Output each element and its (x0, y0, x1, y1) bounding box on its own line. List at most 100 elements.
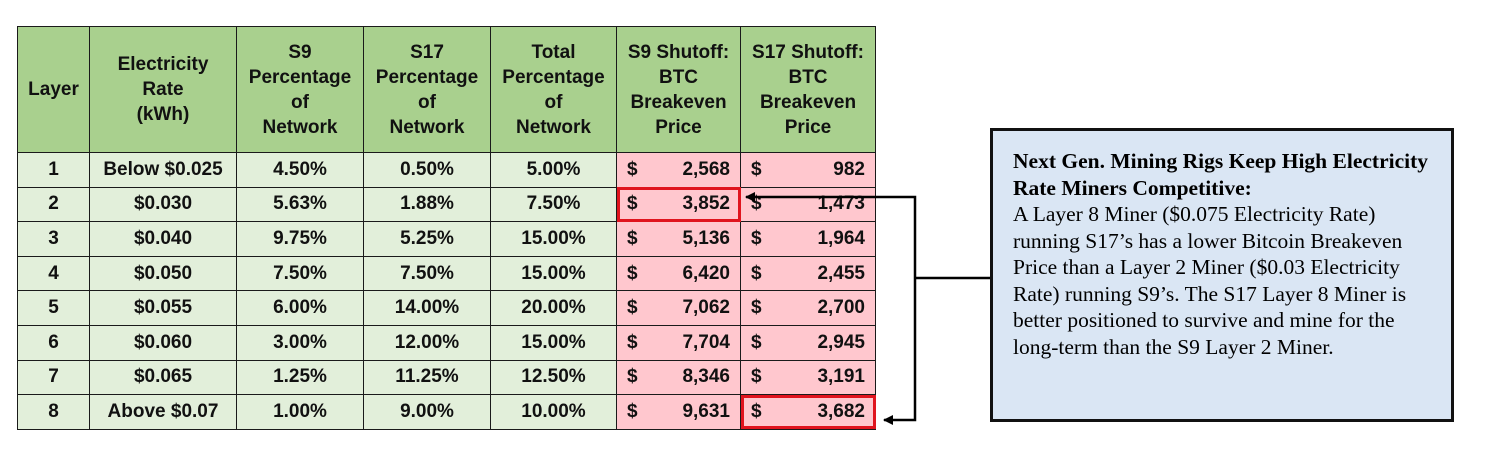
cell-s17-breakeven-price: $3,191 (740, 359, 876, 396)
currency-symbol: $ (627, 297, 638, 319)
table-row: 1 Below $0.025 4.50% 0.50% 5.00% $2,568 $982 (17, 152, 876, 188)
cell-electricity-rate: Below $0.025 (89, 152, 237, 188)
cell-s9-percentage: 7.50% (236, 255, 364, 292)
cell-s17-percentage: 12.00% (363, 324, 491, 361)
cell-total-percentage: 12.50% (490, 359, 617, 396)
currency-symbol: $ (751, 400, 762, 422)
annotation-title: Next Gen. Mining Rigs Keep High Electric… (1013, 149, 1429, 200)
cell-layer: 8 (17, 394, 90, 430)
price-value: 7,062 (682, 297, 730, 319)
cell-layer: 2 (17, 186, 90, 223)
price-value: 2,455 (817, 262, 865, 284)
cell-total-percentage: 15.00% (490, 221, 617, 257)
currency-symbol: $ (627, 227, 638, 249)
cell-s17-breakeven-price: $982 (740, 152, 876, 188)
currency-symbol: $ (751, 297, 762, 319)
arrow-to-layer8-s17 (883, 278, 917, 425)
cell-electricity-rate: $0.055 (89, 290, 237, 326)
cell-s17-breakeven-price: $1,473 (740, 186, 876, 223)
header-row: Layer Electricity Rate (kWh) S9 Percentage o… (17, 26, 876, 153)
table-row: 6 $0.060 3.00% 12.00% 15.00% $7,704 $2,945 (17, 324, 876, 361)
price-value: 1,473 (817, 193, 865, 215)
cell-s17-percentage: 9.00% (363, 394, 491, 430)
cell-total-percentage: 5.00% (490, 152, 617, 188)
header-total-percentage: Total Percentage of Network (490, 26, 617, 153)
price-value: 7,704 (682, 331, 730, 353)
currency-symbol: $ (751, 227, 762, 249)
header-layer: Layer (17, 26, 90, 153)
cell-s17-percentage: 1.88% (363, 186, 491, 223)
header-s17-shutoff: S17 Shutoff: BTC Breakeven Price (740, 26, 876, 153)
cell-s9-percentage: 4.50% (236, 152, 364, 188)
cell-s17-percentage: 5.25% (363, 221, 491, 257)
currency-symbol: $ (627, 366, 638, 388)
currency-symbol: $ (751, 193, 762, 215)
cell-s9-percentage: 1.00% (236, 394, 364, 430)
price-value: 3,682 (817, 400, 865, 422)
table-row: 2 $0.030 5.63% 1.88% 7.50% $3,852 $1,473 (17, 186, 876, 223)
currency-symbol: $ (627, 331, 638, 353)
cell-s9-breakeven-price: $5,136 (616, 221, 741, 257)
cell-s9-breakeven-price: $7,704 (616, 324, 741, 361)
currency-symbol: $ (627, 193, 638, 215)
cell-s17-percentage: 0.50% (363, 152, 491, 188)
arrow-to-layer2-s9 (745, 192, 917, 278)
cell-layer: 3 (17, 221, 90, 257)
annotation-body: A Layer 8 Miner ($0.075 Electricity Rate… (1013, 202, 1407, 359)
currency-symbol: $ (751, 366, 762, 388)
cell-s17-breakeven-price: $2,700 (740, 290, 876, 326)
price-value: 9,631 (682, 400, 730, 422)
highlighted-cell-s17-breakeven-price: $3,682 (740, 394, 876, 430)
cell-layer: 4 (17, 255, 90, 292)
cell-s9-percentage: 1.25% (236, 359, 364, 396)
annotation-box: Next Gen. Mining Rigs Keep High Electric… (990, 128, 1454, 422)
cell-total-percentage: 15.00% (490, 255, 617, 292)
currency-symbol: $ (627, 262, 638, 284)
cell-s9-percentage: 3.00% (236, 324, 364, 361)
cell-s9-breakeven-price: $9,631 (616, 394, 741, 430)
currency-symbol: $ (627, 400, 638, 422)
cell-s9-percentage: 9.75% (236, 221, 364, 257)
price-value: 8,346 (682, 366, 730, 388)
cell-electricity-rate: $0.060 (89, 324, 237, 361)
cell-electricity-rate: $0.065 (89, 359, 237, 396)
cell-electricity-rate: $0.040 (89, 221, 237, 257)
cell-electricity-rate: Above $0.07 (89, 394, 237, 430)
cell-layer: 6 (17, 324, 90, 361)
price-value: 3,852 (682, 193, 730, 215)
cell-s17-breakeven-price: $2,455 (740, 255, 876, 292)
currency-symbol: $ (751, 331, 762, 353)
cell-s17-percentage: 14.00% (363, 290, 491, 326)
table-row: 4 $0.050 7.50% 7.50% 15.00% $6,420 $2,455 (17, 255, 876, 292)
cell-s17-percentage: 11.25% (363, 359, 491, 396)
currency-symbol: $ (751, 262, 762, 284)
cell-s9-breakeven-price: $7,062 (616, 290, 741, 326)
price-value: 6,420 (682, 262, 730, 284)
cell-s9-breakeven-price: $8,346 (616, 359, 741, 396)
header-s9-percentage: S9 Percentage of Network (236, 26, 364, 153)
cell-layer: 5 (17, 290, 90, 326)
table-row: 5 $0.055 6.00% 14.00% 20.00% $7,062 $2,700 (17, 290, 876, 326)
table-row: 7 $0.065 1.25% 11.25% 12.50% $8,346 $3,191 (17, 359, 876, 396)
cell-total-percentage: 10.00% (490, 394, 617, 430)
currency-symbol: $ (627, 158, 638, 180)
breakeven-table: Layer Electricity Rate (kWh) S9 Percentage o… (17, 26, 876, 430)
cell-s9-breakeven-price: $6,420 (616, 255, 741, 292)
cell-s17-percentage: 7.50% (363, 255, 491, 292)
header-s9-shutoff: S9 Shutoff: BTC Breakeven Price (616, 26, 741, 153)
price-value: 5,136 (682, 227, 730, 249)
price-value: 2,945 (817, 331, 865, 353)
price-value: 2,700 (817, 297, 865, 319)
cell-layer: 7 (17, 359, 90, 396)
price-value: 982 (833, 158, 865, 180)
price-value: 3,191 (817, 366, 865, 388)
price-value: 2,568 (682, 158, 730, 180)
cell-total-percentage: 7.50% (490, 186, 617, 223)
highlighted-cell-s9-breakeven-price: $3,852 (616, 186, 741, 223)
price-value: 1,964 (817, 227, 865, 249)
table-row: 3 $0.040 9.75% 5.25% 15.00% $5,136 $1,964 (17, 221, 876, 257)
cell-electricity-rate: $0.030 (89, 186, 237, 223)
cell-s17-breakeven-price: $2,945 (740, 324, 876, 361)
cell-total-percentage: 15.00% (490, 324, 617, 361)
